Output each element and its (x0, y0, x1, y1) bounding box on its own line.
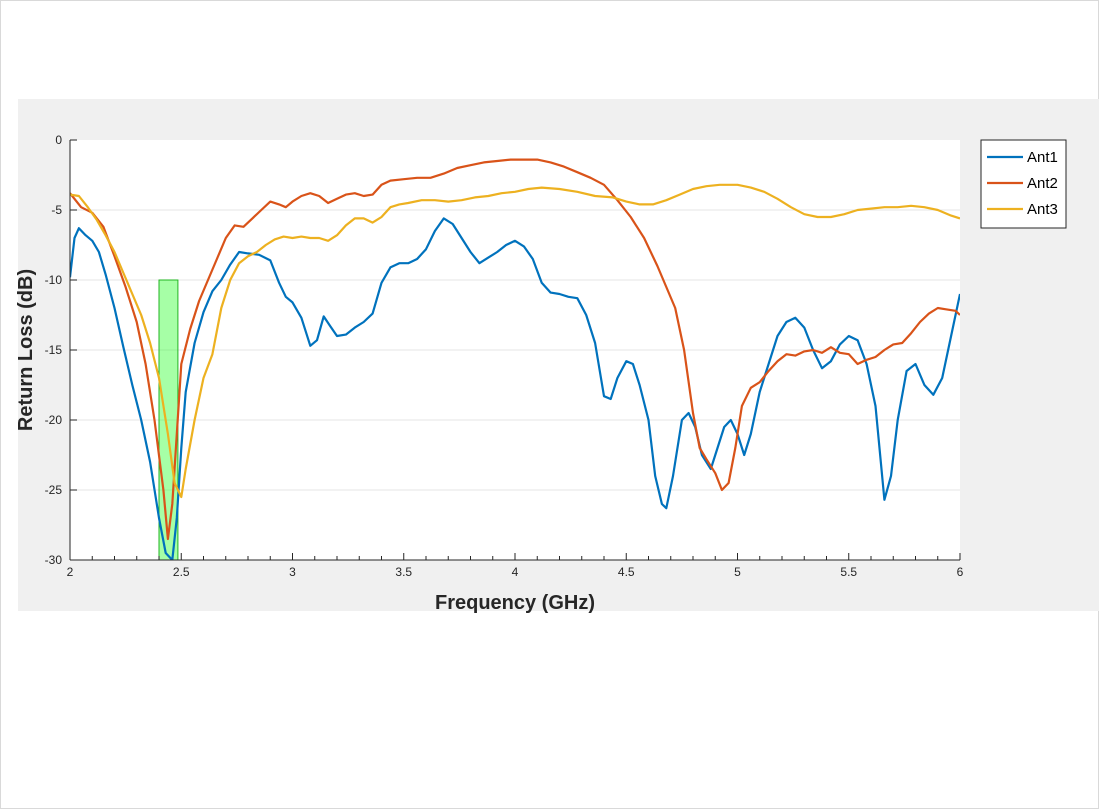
series-line-ant2 (70, 158, 960, 541)
series-line-ant1 (70, 217, 960, 560)
y-axis-title: Return Loss (dB) (15, 269, 37, 431)
x-axis-title: Frequency (GHz) (435, 592, 595, 614)
x-tick-label: 3 (289, 565, 296, 579)
y-tick-label: 0 (55, 133, 62, 147)
legend-label: Ant3 (1027, 201, 1058, 218)
legend: Ant1 Ant2 Ant3 (980, 139, 1067, 229)
series-line-ant3 (70, 183, 960, 499)
legend-label: Ant1 (1027, 149, 1058, 166)
y-tick-label: -20 (45, 413, 63, 427)
series-layer (70, 158, 960, 560)
x-tick-label: 5.5 (840, 565, 857, 579)
tick-labels: 2 2.5 3 3.5 4 4.5 5 5.5 6 0 -5 -10 -15 -20 -25 -30 (45, 133, 964, 579)
x-tick-label: 2 (67, 565, 74, 579)
highlight-band-layer (158, 279, 179, 560)
y-tick-label: -30 (45, 553, 63, 567)
y-tick-label: -10 (45, 273, 63, 287)
highlight-band (158, 279, 179, 560)
axes (69, 139, 961, 561)
x-tick-label: 6 (957, 565, 964, 579)
x-tick-label: 3.5 (395, 565, 412, 579)
x-tick-label: 4.5 (618, 565, 635, 579)
y-tick-label: -5 (51, 203, 62, 217)
x-tick-label: 2.5 (173, 565, 190, 579)
legend-label: Ant2 (1027, 175, 1058, 192)
y-tick-label: -15 (45, 343, 63, 357)
x-tick-label: 5 (734, 565, 741, 579)
y-tick-label: -25 (45, 483, 63, 497)
x-tick-label: 4 (512, 565, 519, 579)
